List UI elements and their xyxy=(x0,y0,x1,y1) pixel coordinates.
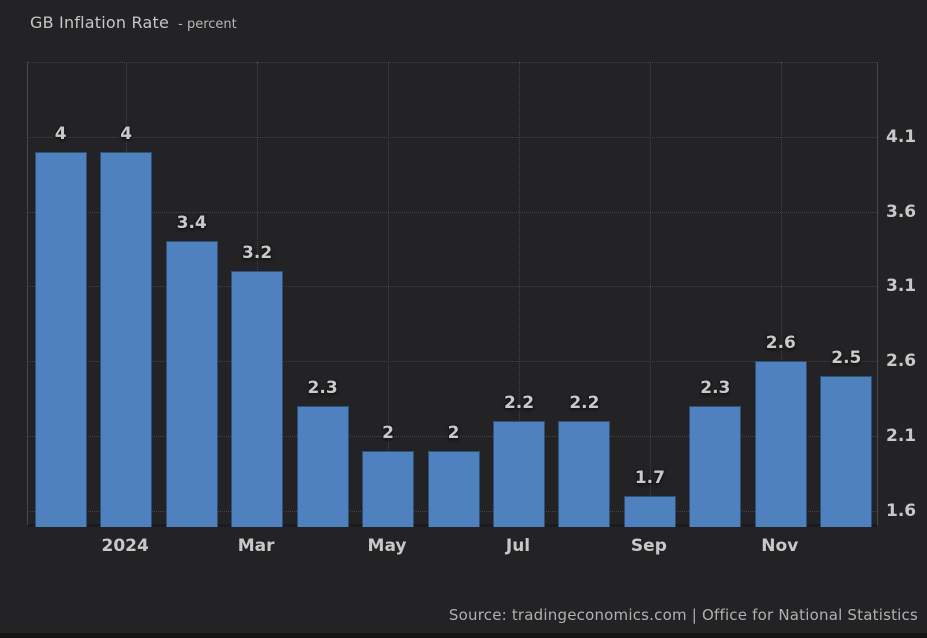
h-gridline xyxy=(28,361,877,362)
chart-subtitle: - percent xyxy=(178,17,237,32)
bar[interactable] xyxy=(493,420,545,527)
bar-value-label: 3.2 xyxy=(242,243,273,264)
bar[interactable] xyxy=(623,495,676,527)
source-text: Source: tradingeconomics.com | Office fo… xyxy=(448,606,918,624)
bar[interactable] xyxy=(558,420,611,527)
plot-area: 4 4 3.4 3.2 2.3 2 2 2.2 2.2 1.7 2.3 2.6 2.5 xyxy=(27,62,878,527)
bottom-strip xyxy=(0,633,927,638)
h-gridline xyxy=(28,286,877,288)
bar-value-label: 4 xyxy=(120,123,133,144)
x-tick-label: 2024 xyxy=(101,536,149,556)
h-gridline xyxy=(28,211,877,213)
bar-value-label: 2 xyxy=(447,422,460,443)
bar-value-label: 1.7 xyxy=(634,467,665,488)
bar-value-label: 2.2 xyxy=(503,392,535,413)
y-tick-label: 2.1 xyxy=(886,425,917,446)
v-gridline xyxy=(649,62,651,524)
v-gridline xyxy=(780,62,782,524)
x-tick-label: Sep xyxy=(630,536,667,556)
y-tick-label: 2.6 xyxy=(886,351,917,371)
bar-value-label: 2.6 xyxy=(765,333,796,353)
h-gridline xyxy=(28,62,877,63)
x-tick-label: May xyxy=(367,536,407,556)
bar[interactable] xyxy=(754,361,807,527)
bar-value-label: 2.3 xyxy=(700,377,731,398)
x-tick-label: Mar xyxy=(237,536,275,556)
bar[interactable] xyxy=(362,450,414,527)
bar[interactable] xyxy=(820,376,873,527)
h-gridline xyxy=(28,136,877,138)
x-tick-label: Jul xyxy=(505,536,531,556)
bar[interactable] xyxy=(231,271,284,527)
h-gridline xyxy=(28,435,877,437)
bar-value-label: 2.3 xyxy=(307,377,338,398)
v-gridline xyxy=(388,62,389,524)
chart-title: GB Inflation Rate xyxy=(30,13,170,32)
bar-value-label: 2.5 xyxy=(831,348,862,368)
bar-value-label: 2 xyxy=(382,422,394,443)
bar-value-label: 2.2 xyxy=(569,392,600,413)
bar[interactable] xyxy=(296,405,349,527)
chart-header: GB Inflation Rate - percent xyxy=(30,13,237,32)
y-tick-label: 1.6 xyxy=(886,500,917,521)
y-tick-label: 3.1 xyxy=(886,276,917,297)
y-tick-label: 4.1 xyxy=(886,126,917,147)
y-tick-label: 3.6 xyxy=(886,201,917,222)
bar[interactable] xyxy=(689,405,742,527)
x-tick-label: Nov xyxy=(761,536,799,556)
v-gridline xyxy=(519,62,520,524)
bar-value-label: 3.4 xyxy=(176,213,207,234)
bar[interactable] xyxy=(34,151,87,527)
bar[interactable] xyxy=(427,450,480,527)
bar[interactable] xyxy=(165,241,218,527)
bar[interactable] xyxy=(100,151,153,527)
bar-value-label: 4 xyxy=(54,123,67,144)
